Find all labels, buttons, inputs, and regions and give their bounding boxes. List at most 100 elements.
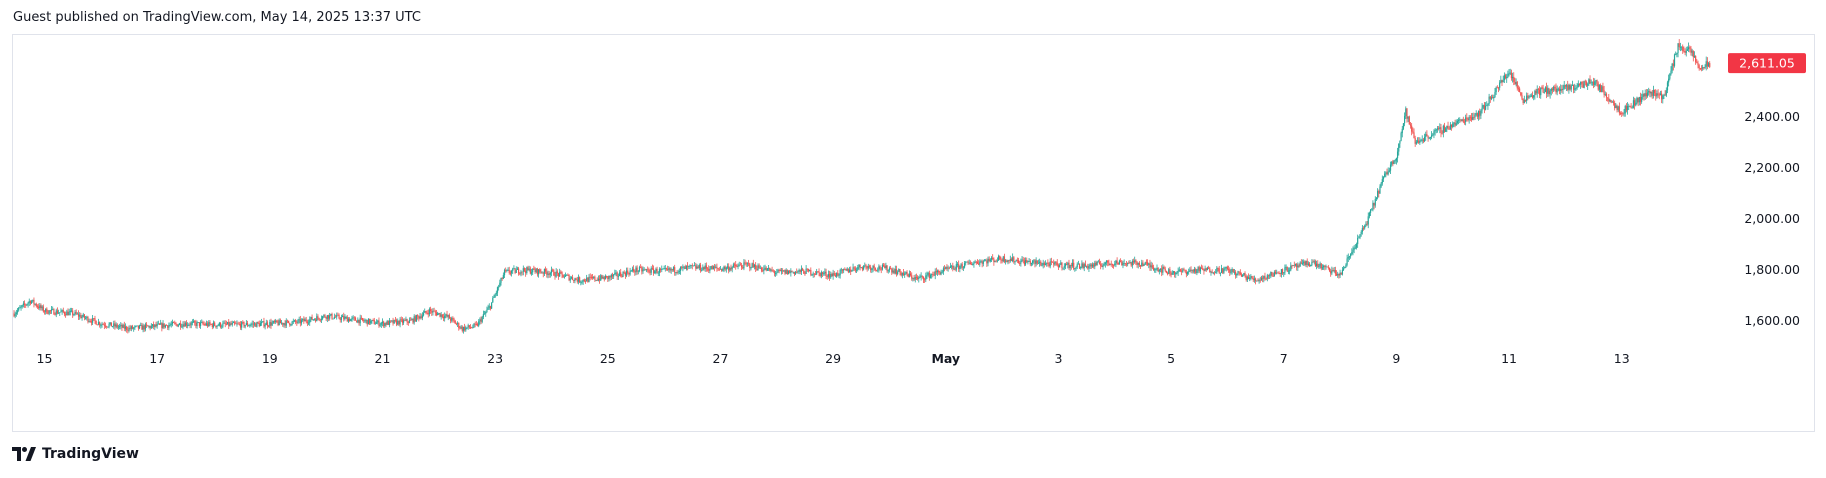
candle-body: [498, 286, 500, 288]
candle-body: [1116, 260, 1118, 264]
candle-body: [742, 267, 744, 269]
candle-body: [1189, 269, 1191, 272]
candle-body: [996, 260, 999, 262]
candle-body: [155, 324, 157, 327]
candle-body: [510, 271, 513, 274]
candle-body: [1473, 116, 1475, 118]
candle-body: [1590, 82, 1592, 84]
candle-body: [464, 326, 466, 331]
candle-body: [300, 320, 303, 324]
candle-body: [111, 326, 114, 327]
candle-body: [1240, 274, 1243, 277]
candle-body: [425, 311, 427, 313]
candle-body: [1203, 269, 1205, 271]
candle-body: [1682, 46, 1684, 51]
candle-body: [383, 321, 385, 327]
candle-body: [582, 279, 584, 282]
candle-body: [1428, 137, 1430, 139]
candle-body: [1489, 96, 1491, 99]
candle-body: [1504, 75, 1507, 79]
candle-body: [97, 322, 100, 325]
candle-body: [1475, 113, 1477, 115]
candle-body: [290, 324, 292, 326]
candle-body: [793, 271, 795, 274]
candle-body: [1642, 94, 1644, 98]
candle-body: [280, 322, 283, 324]
candle-body: [99, 322, 101, 326]
candle-body: [75, 311, 77, 314]
candle-body: [89, 321, 91, 322]
candle-body: [520, 271, 522, 274]
candle-body: [1014, 261, 1016, 263]
candle-body: [602, 277, 604, 279]
candle-body: [1662, 95, 1664, 100]
candle-body: [1685, 50, 1687, 53]
candle-body: [963, 263, 966, 268]
candle-body: [257, 322, 259, 324]
candle-body: [1124, 263, 1126, 264]
candle-body: [737, 265, 739, 267]
candle-body: [1143, 264, 1145, 266]
candle-body: [1039, 261, 1041, 264]
candle-body: [705, 265, 707, 269]
candle-body: [1324, 265, 1326, 267]
candle-body: [641, 267, 643, 272]
candle-body: [824, 271, 826, 274]
candle-body: [1486, 105, 1488, 107]
candle-body: [314, 319, 317, 322]
candle-body: [723, 266, 725, 270]
candle-body: [1429, 137, 1432, 138]
candle-body: [399, 319, 401, 325]
candle-body: [748, 263, 750, 265]
candle-body: [208, 322, 210, 326]
candle-body: [763, 268, 765, 271]
candle-body: [627, 270, 629, 274]
price-chart[interactable]: 1,600.00 1,800.00 2,000.00 2,200.00 2,400.00…: [12, 34, 1815, 432]
candle-body: [1007, 260, 1009, 263]
candle-body: [943, 268, 946, 270]
candle-body: [1166, 272, 1169, 274]
candle-body: [1519, 88, 1521, 93]
candle-body: [288, 320, 290, 323]
candle-body: [1474, 114, 1476, 118]
tradingview-brand[interactable]: TradingView: [12, 446, 139, 462]
candle-body: [1582, 83, 1584, 88]
candle-body: [385, 323, 387, 325]
candle-body: [1612, 101, 1615, 104]
candle-body: [129, 327, 131, 329]
candle-body: [791, 271, 793, 273]
candle-body: [1425, 134, 1427, 137]
candle-body: [1702, 67, 1704, 69]
candle-body: [713, 266, 716, 268]
candle-body: [52, 309, 54, 310]
candle-body: [1081, 263, 1083, 268]
candle-body: [312, 319, 314, 321]
candle-body: [1103, 264, 1105, 266]
candle-body: [1449, 124, 1451, 130]
candle-body: [191, 322, 193, 323]
candle-body: [142, 325, 144, 330]
candle-body: [1482, 105, 1484, 108]
candle-body: [447, 315, 449, 317]
candle-body: [198, 322, 201, 326]
last-price-marker: 2,611.05: [1728, 53, 1806, 74]
candle-body: [637, 270, 639, 272]
candle-body: [338, 314, 340, 319]
candle-body: [1634, 100, 1636, 106]
candle-body: [1690, 48, 1692, 53]
candle-body: [1284, 267, 1286, 273]
candle-body: [1082, 263, 1084, 269]
candle-body: [609, 276, 611, 278]
candle-body: [1334, 270, 1336, 274]
candle-body: [830, 273, 832, 278]
candle-body: [1575, 88, 1577, 89]
candle-body: [1501, 80, 1503, 83]
candle-body: [927, 272, 929, 275]
candle-body: [472, 327, 474, 328]
candle-body: [1538, 89, 1541, 96]
candle-body: [1101, 265, 1103, 267]
candle-body: [1012, 257, 1014, 262]
candle-body: [1684, 51, 1686, 53]
candle-body: [258, 323, 260, 327]
candle-body: [1182, 269, 1184, 272]
